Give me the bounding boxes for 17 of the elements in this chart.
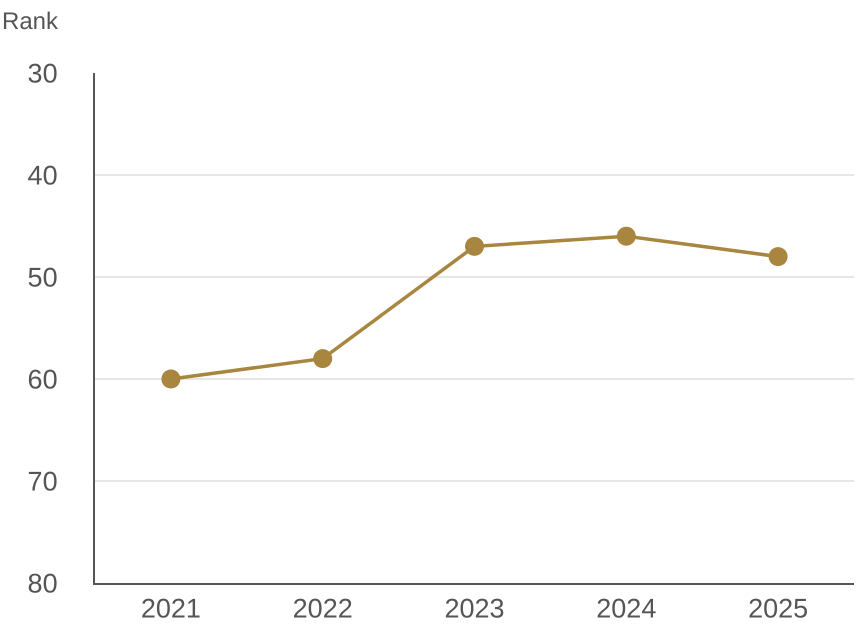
- point: [465, 236, 484, 256]
- x-tick-label: 2023: [444, 593, 505, 624]
- y-tick-label: 70: [28, 466, 58, 496]
- y-tick-label: 30: [28, 58, 58, 88]
- x-tick-label: 2025: [748, 593, 808, 624]
- x-tick-label: 2021: [140, 593, 201, 624]
- point: [161, 370, 180, 388]
- x-tick-label: 2022: [292, 593, 353, 624]
- y-tick-label: 80: [28, 568, 58, 598]
- x-tick-label: 2024: [596, 593, 656, 624]
- point: [313, 349, 332, 368]
- y-tick-label: 50: [28, 262, 58, 292]
- y-tick-label: 40: [28, 160, 58, 190]
- point: [768, 247, 788, 266]
- y-tick-label: 60: [28, 364, 58, 394]
- point: [616, 226, 636, 246]
- y-axis-title: Rank: [2, 8, 60, 35]
